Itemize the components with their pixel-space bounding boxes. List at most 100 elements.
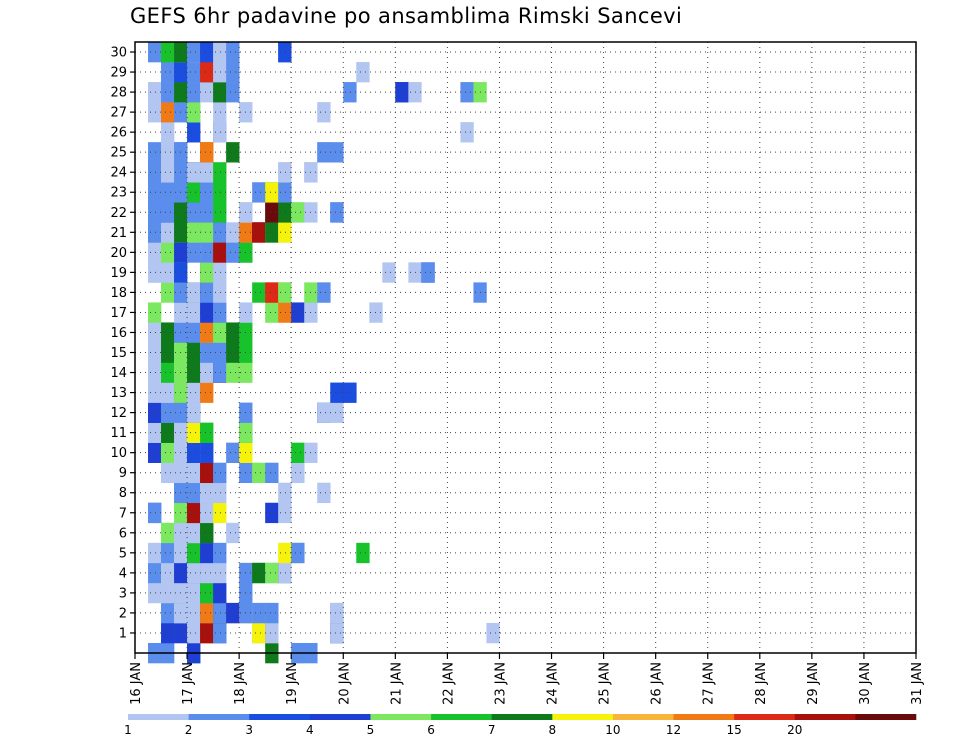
- precip-cell: [200, 542, 214, 564]
- precip-cell: [330, 622, 344, 644]
- precip-cell: [291, 202, 305, 223]
- precip-cell: [161, 362, 175, 383]
- precip-cell: [343, 382, 357, 403]
- precip-cell: [187, 242, 201, 263]
- precip-cell: [486, 622, 500, 644]
- precip-cell: [200, 342, 214, 363]
- precip-cell: [265, 462, 279, 484]
- precip-cell: [187, 442, 201, 463]
- x-tick-label: 16 JAN: [129, 662, 144, 705]
- x-tick-label: 23 JAN: [493, 662, 508, 705]
- precip-cell: [148, 262, 162, 283]
- precip-cell: [213, 202, 227, 223]
- precip-cell: [265, 502, 279, 524]
- colorbar-swatch: [734, 714, 796, 720]
- precip-cell: [161, 242, 175, 263]
- colorbar-swatch: [673, 714, 735, 720]
- precip-cell: [148, 382, 162, 403]
- precip-cell: [213, 602, 227, 624]
- precip-cell: [200, 522, 214, 544]
- precip-cell: [200, 502, 214, 524]
- precip-cell: [226, 522, 240, 544]
- precip-cell: [226, 442, 240, 463]
- precip-cell: [265, 562, 279, 584]
- precip-cell: [278, 542, 292, 564]
- precip-cell: [148, 162, 162, 183]
- precip-cell: [278, 302, 292, 323]
- precip-cell: [226, 222, 240, 243]
- precip-cell: [161, 222, 175, 243]
- precip-cell: [187, 302, 201, 323]
- precip-cell: [187, 582, 201, 604]
- y-tick-label: 2: [119, 606, 127, 621]
- precip-cell: [317, 482, 331, 504]
- x-tick-label: 18 JAN: [233, 662, 248, 705]
- precip-cell: [395, 82, 409, 103]
- precip-cell: [291, 462, 305, 484]
- colorbar-label: 7: [488, 723, 496, 737]
- colorbar-label: 20: [787, 723, 802, 737]
- precip-cell: [187, 122, 201, 143]
- precip-cell: [161, 282, 175, 303]
- y-tick-label: 19: [110, 266, 127, 281]
- precip-cell: [161, 582, 175, 604]
- precip-cell: [200, 442, 214, 463]
- precip-cell: [200, 362, 214, 383]
- precip-cell: [213, 302, 227, 323]
- colorbar-label: 12: [666, 723, 681, 737]
- precip-cell: [226, 62, 240, 83]
- precip-cell: [200, 202, 214, 223]
- y-tick-label: 8: [119, 486, 127, 501]
- precip-cell: [356, 62, 370, 83]
- precip-cell: [148, 102, 162, 123]
- colorbar-swatch: [309, 714, 371, 720]
- precip-cell: [265, 602, 279, 624]
- precip-cell: [200, 82, 214, 103]
- precip-cell: [213, 502, 227, 524]
- precip-cell: [187, 542, 201, 564]
- precip-cell: [278, 482, 292, 504]
- precip-cell: [213, 242, 227, 263]
- precip-cell: [460, 122, 474, 143]
- precip-cell: [200, 602, 214, 624]
- y-tick-label: 22: [110, 206, 127, 221]
- x-tick-label: 26 JAN: [650, 662, 665, 705]
- precip-cell: [187, 342, 201, 363]
- precip-cell: [187, 322, 201, 343]
- precip-cell: [161, 442, 175, 463]
- precip-cell: [161, 402, 175, 423]
- precip-cell: [200, 622, 214, 644]
- precip-cell: [278, 42, 292, 63]
- y-tick-label: 21: [110, 226, 127, 241]
- x-tick-label: 24 JAN: [546, 662, 561, 705]
- precip-cell: [330, 402, 344, 423]
- colorbar-swatch: [612, 714, 674, 720]
- precip-cell: [200, 282, 214, 303]
- precip-cell: [252, 562, 266, 584]
- precip-cell: [200, 42, 214, 63]
- colorbar-swatch: [370, 714, 432, 720]
- colorbar-swatch: [794, 714, 856, 720]
- precip-cell: [187, 202, 201, 223]
- precip-cell: [200, 382, 214, 403]
- precip-cell: [213, 262, 227, 283]
- precip-cell: [187, 182, 201, 203]
- heatmap-cells: [148, 42, 500, 664]
- y-tick-label: 6: [119, 526, 127, 541]
- colorbar-label: 1: [124, 723, 132, 737]
- precip-cell: [148, 82, 162, 103]
- precip-cell: [161, 602, 175, 624]
- precip-cell: [148, 142, 162, 163]
- x-tick-label: 20 JAN: [337, 662, 352, 705]
- precip-cell: [200, 182, 214, 203]
- y-tick-label: 1: [119, 626, 127, 641]
- precip-cell: [148, 42, 162, 63]
- precip-cell: [200, 142, 214, 163]
- colorbar-label: 8: [548, 723, 556, 737]
- precip-cell: [187, 162, 201, 183]
- y-tick-label: 28: [110, 86, 127, 101]
- precip-cell: [161, 382, 175, 403]
- x-tick-label: 28 JAN: [754, 662, 769, 705]
- colorbar-label: 2: [185, 723, 193, 737]
- precip-cell: [317, 402, 331, 423]
